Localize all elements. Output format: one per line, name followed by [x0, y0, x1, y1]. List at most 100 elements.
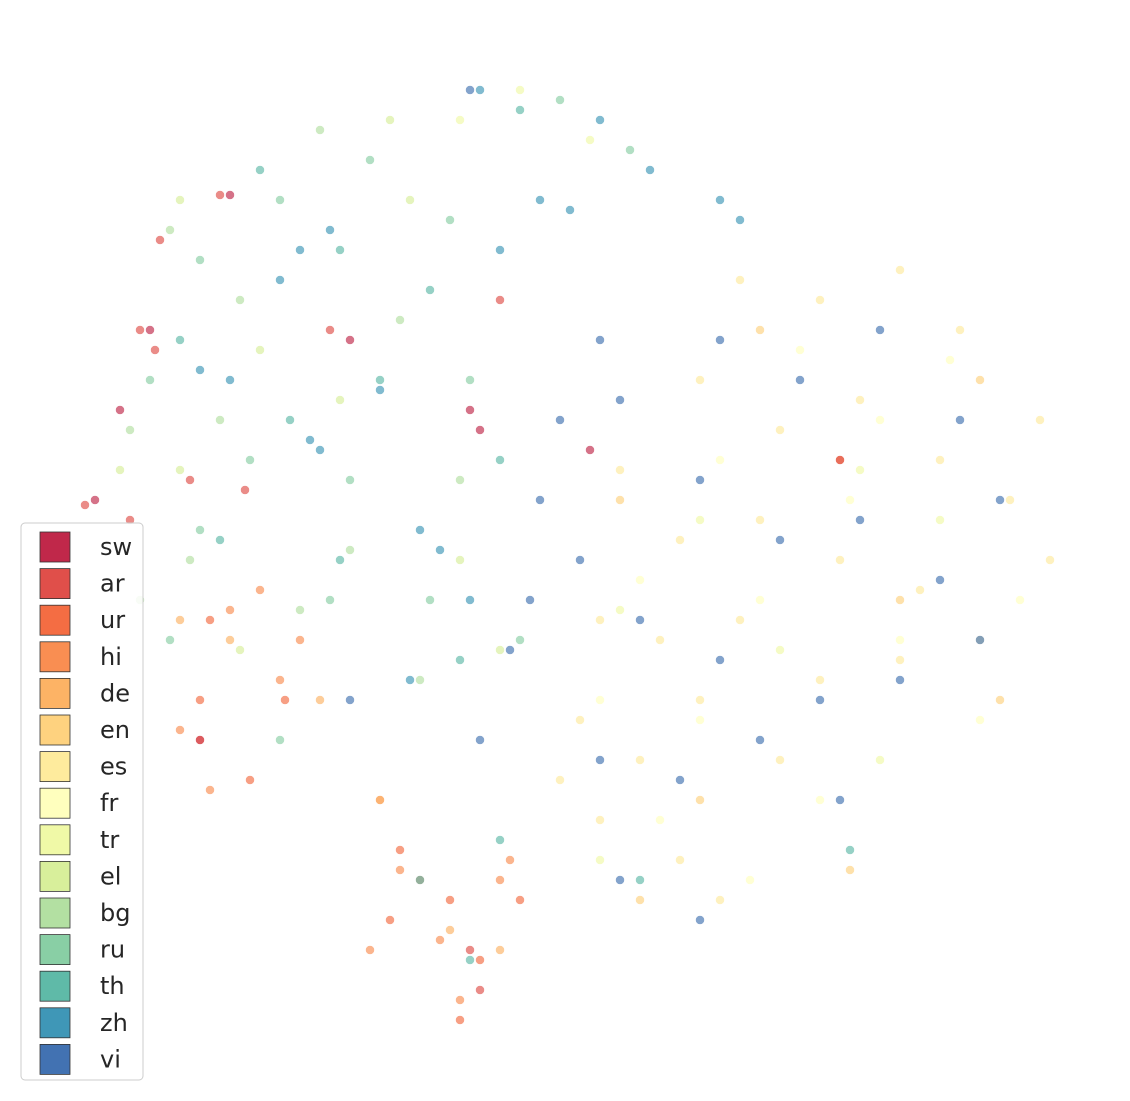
point [195, 695, 205, 705]
legend-label: en [100, 716, 130, 744]
point [475, 955, 485, 965]
point [215, 415, 225, 425]
point [465, 375, 475, 385]
legend-label: zh [100, 1009, 128, 1037]
point [215, 535, 225, 545]
point [755, 325, 765, 335]
legend-swatch [39, 824, 71, 856]
point [495, 875, 505, 885]
point [695, 795, 705, 805]
point [185, 475, 195, 485]
point [345, 475, 355, 485]
legend-swatch [39, 604, 71, 636]
point [895, 675, 905, 685]
point [150, 345, 160, 355]
point [90, 495, 100, 505]
legend-label: fr [100, 789, 118, 817]
point [595, 615, 605, 625]
legend-swatch [39, 787, 71, 819]
point [375, 385, 385, 395]
point [275, 675, 285, 685]
point [895, 265, 905, 275]
point [995, 495, 1005, 505]
point [515, 85, 525, 95]
point [280, 695, 290, 705]
point [755, 735, 765, 745]
point [465, 595, 475, 605]
point [615, 395, 625, 405]
point [415, 875, 425, 885]
point [445, 215, 455, 225]
point [555, 95, 565, 105]
point [275, 195, 285, 205]
point [175, 725, 185, 735]
point [595, 755, 605, 765]
legend-label: es [100, 753, 127, 781]
point [225, 375, 235, 385]
point [335, 245, 345, 255]
point [365, 945, 375, 955]
point [195, 255, 205, 265]
point [695, 695, 705, 705]
points [80, 85, 1055, 1025]
point [305, 435, 315, 445]
point [405, 195, 415, 205]
point [595, 115, 605, 125]
legend-swatch [39, 970, 71, 1002]
point [615, 875, 625, 885]
point [875, 755, 885, 765]
legend-swatch [39, 934, 71, 965]
point [695, 915, 705, 925]
point [125, 425, 135, 435]
point [525, 595, 535, 605]
point [1045, 555, 1055, 565]
point [425, 285, 435, 295]
point [845, 845, 855, 855]
point [505, 855, 515, 865]
point [895, 635, 905, 645]
point [845, 865, 855, 875]
point [455, 115, 465, 125]
point [275, 735, 285, 745]
point [505, 645, 515, 655]
point [1035, 415, 1045, 425]
point [495, 945, 505, 955]
point [585, 445, 595, 455]
point [895, 655, 905, 665]
point [495, 245, 505, 255]
point [175, 195, 185, 205]
point [315, 125, 325, 135]
point [225, 605, 235, 615]
point [115, 405, 125, 415]
point [745, 875, 755, 885]
point [595, 815, 605, 825]
legend-label: bg [100, 899, 130, 927]
point [205, 785, 215, 795]
point [115, 465, 125, 475]
legend-swatch [39, 641, 71, 673]
point [255, 345, 265, 355]
legend-swatch [39, 751, 71, 782]
point [175, 335, 185, 345]
point [795, 375, 805, 385]
point [335, 395, 345, 405]
point [635, 875, 645, 885]
point [695, 375, 705, 385]
point [195, 365, 205, 375]
point [615, 605, 625, 615]
point [565, 205, 575, 215]
point [295, 605, 305, 615]
point [795, 345, 805, 355]
legend-swatch [39, 568, 71, 599]
point [475, 735, 485, 745]
point [425, 595, 435, 605]
point [345, 545, 355, 555]
point [455, 1015, 465, 1025]
point [855, 465, 865, 475]
point [715, 895, 725, 905]
point [405, 675, 415, 685]
point [415, 675, 425, 685]
legend-swatch [39, 531, 71, 563]
point [195, 735, 205, 745]
